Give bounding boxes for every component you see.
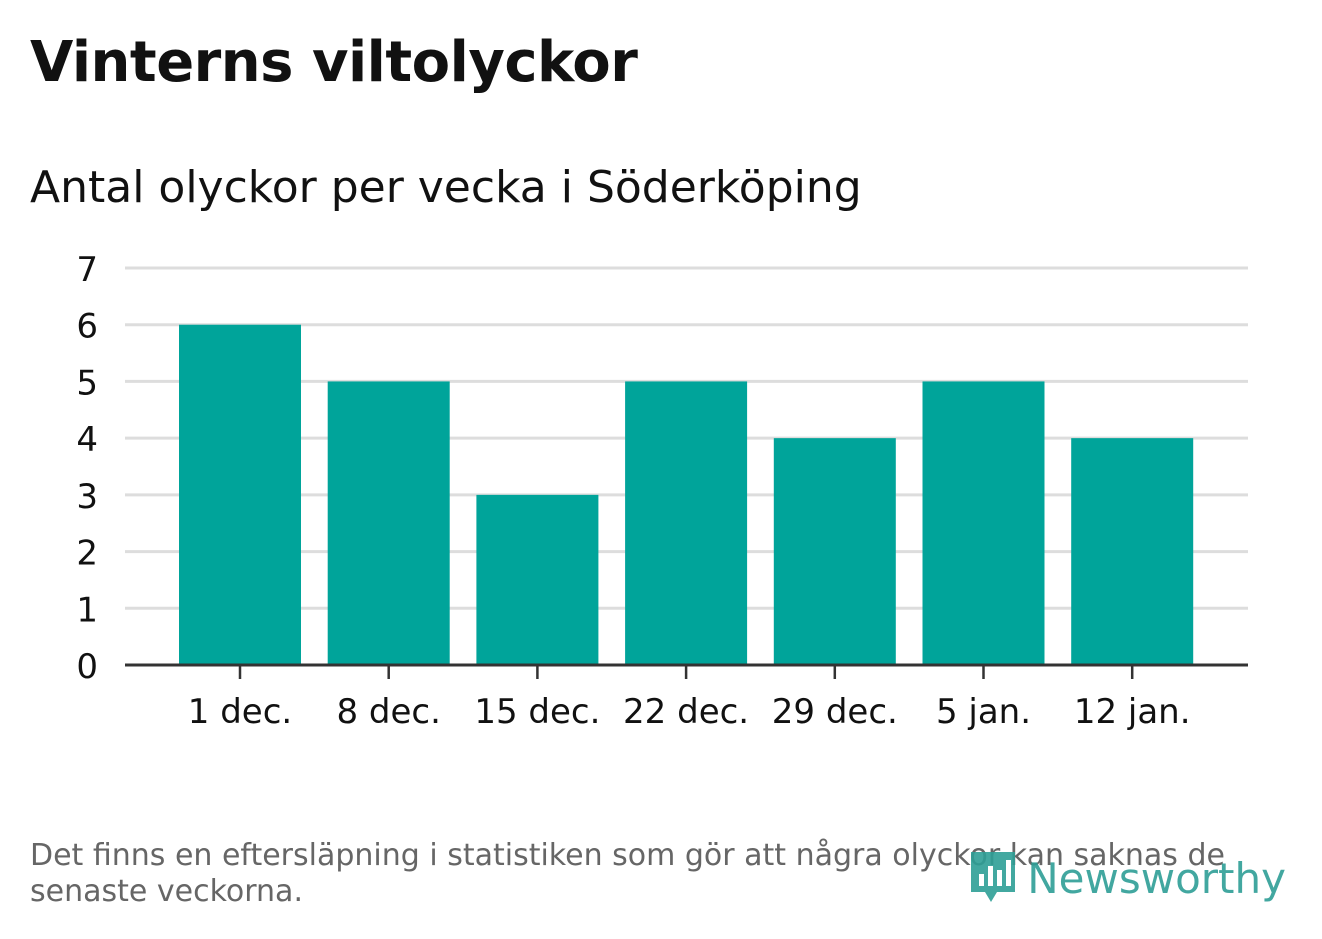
y-tick-label: 4 (76, 420, 98, 460)
bar (179, 324, 301, 665)
y-tick-label: 0 (76, 647, 98, 687)
y-tick-label: 1 (76, 590, 98, 630)
brand-name: Newsworthy (1027, 853, 1286, 903)
newsworthy-logo-icon (971, 852, 1016, 902)
bar (327, 381, 450, 665)
bar (922, 381, 1045, 665)
footnote: Det finns en eftersläpning i statistiken… (30, 838, 1225, 909)
x-tick-label: 29 dec. (772, 692, 898, 732)
x-tick-label: 8 dec. (336, 692, 440, 732)
bar (1071, 438, 1194, 665)
bar-chart: 0 1 2 3 4 5 6 7 1 dec. 8 dec. 15 dec. 22 dec. 29 dec… (76, 250, 1248, 732)
y-tick-label: 3 (76, 477, 98, 517)
brand-logo: Newsworthy (967, 848, 1286, 908)
y-tick-label: 7 (76, 250, 98, 290)
x-tick-label: 1 dec. (188, 692, 292, 732)
chart-subtitle: Antal olyckor per vecka i Söderköping (30, 162, 862, 213)
chart-title: Vinterns viltolyckor (30, 30, 638, 95)
y-tick-label: 5 (76, 363, 98, 403)
bar (773, 438, 896, 665)
bar (625, 381, 748, 665)
y-tick-label: 2 (76, 534, 98, 574)
bar (476, 494, 599, 665)
x-tick-label: 5 jan. (936, 692, 1031, 732)
y-tick-label: 6 (76, 307, 98, 347)
x-tick-label: 12 jan. (1074, 692, 1191, 732)
x-tick-label: 22 dec. (623, 692, 749, 732)
x-tick-label: 15 dec. (474, 692, 600, 732)
